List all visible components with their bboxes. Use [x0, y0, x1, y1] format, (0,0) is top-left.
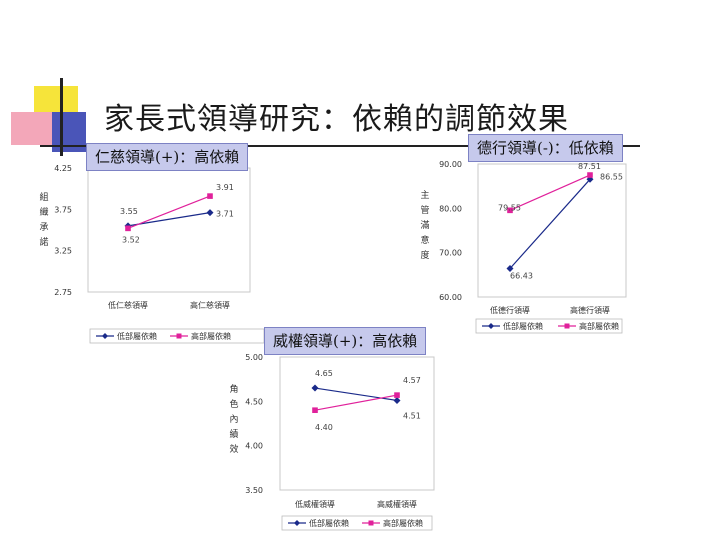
authoritarian-data-label-high: 4.57: [403, 376, 421, 385]
authoritarian-point-high: [394, 392, 400, 398]
benevolent-category-label: 高仁慈領導: [190, 300, 230, 310]
moral-legend-box: [475, 318, 623, 334]
moral-ytick-label: 90.00: [439, 160, 462, 169]
callout-authoritarian: 威權領導(+)：高依賴: [264, 327, 427, 355]
moral-point-high: [507, 207, 513, 214]
benevolent-legend-marker-high: [176, 333, 182, 339]
authoritarian-ylabel-char: 效: [229, 443, 238, 455]
authoritarian-point-low: [393, 396, 401, 404]
moral-legend-marker-high: [564, 323, 570, 329]
authoritarian-category-label: 低威權領導: [295, 499, 335, 509]
moral-ylabel-char: 滿: [420, 219, 429, 231]
benevolent-legend-label-high: 高部屬依賴: [191, 331, 231, 341]
benevolent-ytick-label: 3.75: [54, 205, 72, 214]
moral-plot-frame: [477, 163, 627, 298]
moral-ylabel-char: 意: [420, 234, 429, 246]
authoritarian-legend-label-low: 低部屬依賴: [309, 518, 349, 528]
moral-series-line-high: [509, 174, 591, 211]
authoritarian-point-high: [312, 407, 318, 413]
benevolent-series-line-high: [127, 195, 211, 229]
moral-ylabel-char: 度: [420, 249, 429, 261]
moral-data-label-high: 87.51: [578, 162, 601, 171]
moral-point-low: [506, 264, 514, 272]
callout-moral: 德行領導(-)：低依賴: [468, 134, 623, 162]
moral-legend-marker-low: [488, 323, 494, 329]
authoritarian-legend-marker-low: [294, 520, 300, 526]
moral-data-label-high: 79.55: [498, 203, 521, 212]
decor-vertical-rule: [60, 78, 63, 156]
authoritarian-ylabel-char: 內: [229, 414, 238, 425]
authoritarian-data-label-low: 4.51: [403, 411, 421, 420]
moral-ylabel-char: 主: [420, 189, 429, 201]
authoritarian-ylabel-char: 色: [229, 398, 238, 410]
authoritarian-ytick-label: 5.00: [245, 353, 263, 362]
authoritarian-ylabel-char: 角: [229, 383, 238, 395]
authoritarian-plot-frame: [279, 356, 435, 491]
benevolent-series-line-low: [127, 212, 211, 227]
slide-title: 家長式領導研究：依賴的調節效果: [104, 102, 569, 137]
authoritarian-ytick-label: 3.50: [245, 486, 263, 495]
moral-point-high: [587, 172, 593, 178]
benevolent-data-label-high: 3.91: [216, 183, 234, 192]
authoritarian-ylabel-char: 績: [229, 428, 238, 440]
moral-legend-label-high: 高部屬依賴: [579, 321, 619, 331]
benevolent-data-label-high: 3.52: [122, 235, 140, 244]
decor-pink-square: [11, 112, 55, 145]
benevolent-ytick-label: 3.25: [54, 247, 72, 256]
moral-category-label: 低德行領導: [490, 305, 530, 315]
decor-horizontal-rule: [40, 145, 640, 147]
benevolent-category-label: 低仁慈領導: [108, 300, 148, 310]
authoritarian-ytick-label: 4.00: [245, 442, 263, 451]
benevolent-ylabel-char: 組: [39, 191, 48, 203]
benevolent-data-label-low: 3.71: [216, 210, 234, 219]
moral-data-label-low: 66.43: [510, 271, 533, 280]
authoritarian-ytick-label: 4.50: [245, 397, 263, 406]
authoritarian-legend-marker-high: [368, 520, 374, 526]
benevolent-point-high: [207, 193, 213, 199]
authoritarian-legend-box: [281, 515, 433, 531]
benevolent-ytick-label: 2.75: [54, 288, 72, 297]
authoritarian-point-low: [311, 384, 319, 392]
authoritarian-category-label: 高威權領導: [377, 499, 417, 509]
benevolent-legend-label-low: 低部屬依賴: [117, 331, 157, 341]
benevolent-legend-marker-low: [102, 333, 108, 339]
authoritarian-data-label-low: 4.65: [315, 369, 333, 378]
moral-series-line-low: [509, 178, 591, 269]
authoritarian-series-line-high: [314, 394, 398, 411]
callout-benevolent: 仁慈領導(+)：高依賴: [86, 143, 249, 171]
moral-ytick-label: 70.00: [439, 249, 462, 258]
benevolent-ylabel-char: 承: [39, 222, 48, 233]
moral-ytick-label: 60.00: [439, 293, 462, 302]
moral-data-label-low: 86.55: [600, 172, 623, 181]
benevolent-point-low: [206, 209, 214, 217]
authoritarian-legend-label-high: 高部屬依賴: [383, 518, 423, 528]
authoritarian-series-line-low: [314, 387, 398, 402]
moral-category-label: 高德行領導: [570, 305, 610, 315]
moral-legend-label-low: 低部屬依賴: [503, 321, 543, 331]
moral-ytick-label: 80.00: [439, 204, 462, 213]
authoritarian-data-label-high: 4.40: [315, 423, 333, 432]
benevolent-ylabel-char: 諾: [39, 236, 48, 248]
benevolent-ylabel-char: 織: [39, 206, 48, 218]
benevolent-data-label-low: 3.55: [120, 207, 138, 216]
benevolent-point-high: [125, 225, 131, 232]
moral-ylabel-char: 管: [420, 204, 429, 216]
benevolent-ytick-label: 4.25: [54, 164, 72, 173]
